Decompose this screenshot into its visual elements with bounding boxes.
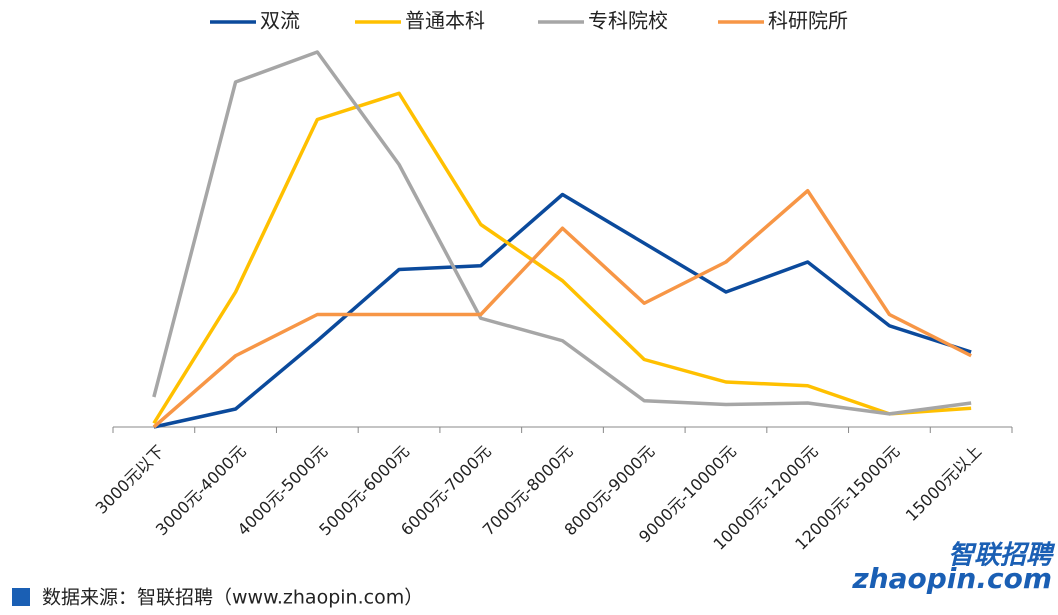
x-tick-label: 15000元以上	[902, 442, 985, 525]
legend-label: 普通本科	[405, 9, 485, 33]
series-line	[153, 192, 972, 429]
logo-bottom: zhaopin.com	[851, 562, 1052, 595]
series-line	[152, 91, 972, 425]
x-tick-label: 3000元以下	[92, 442, 168, 518]
legend-label: 专科院校	[588, 9, 668, 33]
series-line	[152, 50, 972, 416]
source: 数据来源：智联招聘（www.zhaopin.com）	[42, 587, 423, 609]
series-line	[152, 189, 972, 429]
source-marker	[12, 588, 30, 606]
legend-label: 科研院所	[768, 9, 848, 33]
legend-label: 双流	[260, 9, 300, 33]
logo-top: 智联招聘	[948, 541, 1056, 571]
